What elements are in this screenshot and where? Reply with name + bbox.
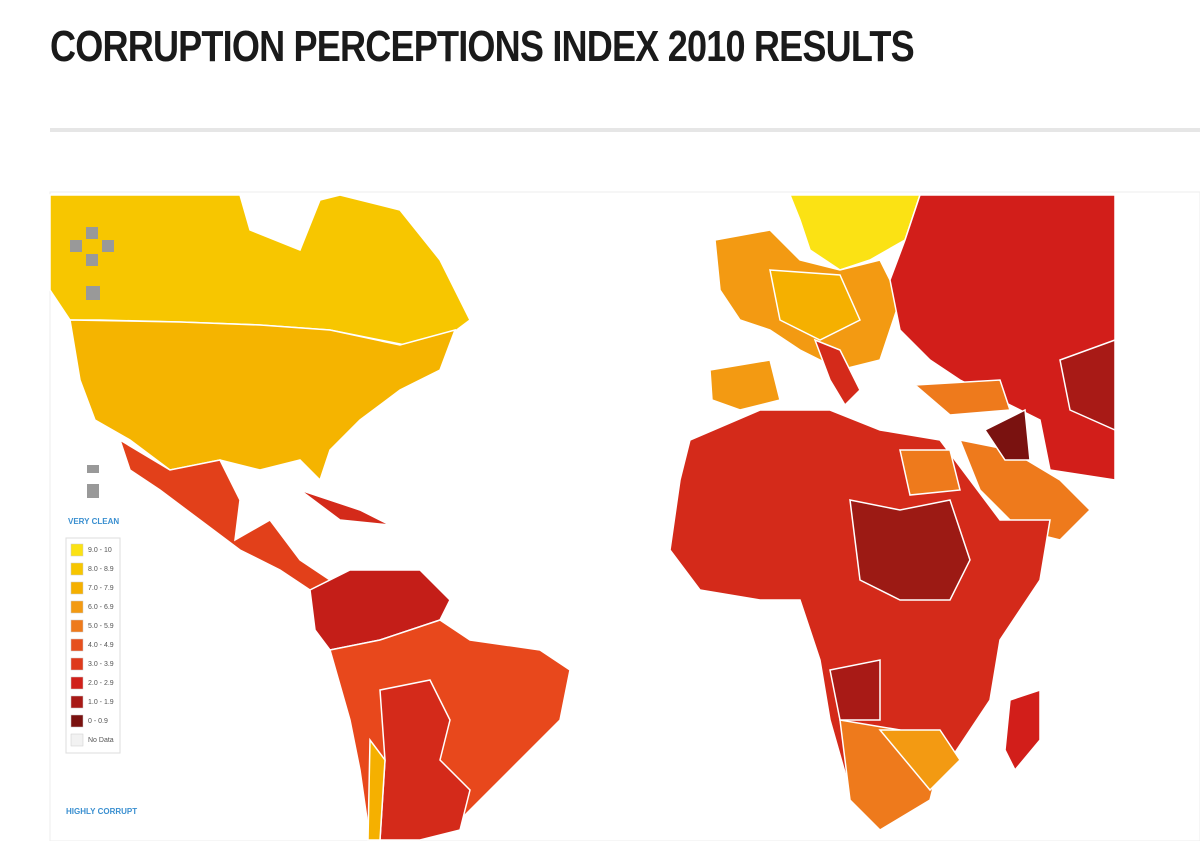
legend-swatch bbox=[70, 581, 84, 595]
legend-swatch bbox=[70, 619, 84, 633]
legend-label: 3.0 - 3.9 bbox=[88, 661, 114, 668]
pan-right[interactable] bbox=[102, 240, 114, 252]
legend-top-label: VERY CLEAN bbox=[68, 517, 119, 526]
legend-label: 4.0 - 4.9 bbox=[88, 642, 114, 649]
legend-swatch bbox=[70, 638, 84, 652]
legend-label: 9.0 - 10 bbox=[88, 547, 112, 554]
zoom-button[interactable] bbox=[86, 286, 100, 300]
legend-swatch bbox=[70, 562, 84, 576]
legend-swatch bbox=[70, 695, 84, 709]
zoom-in[interactable] bbox=[87, 465, 99, 473]
legend-label: 5.0 - 5.9 bbox=[88, 623, 114, 630]
pan-left[interactable] bbox=[70, 240, 82, 252]
zoom-out[interactable] bbox=[87, 484, 99, 498]
legend-swatch bbox=[70, 657, 84, 671]
pan-up[interactable] bbox=[86, 227, 98, 239]
legend-label: 8.0 - 8.9 bbox=[88, 566, 114, 573]
legend-label: 6.0 - 6.9 bbox=[88, 604, 114, 611]
legend-label: 7.0 - 7.9 bbox=[88, 585, 114, 592]
legend-swatch bbox=[70, 676, 84, 690]
legend: VERY CLEAN 9.0 - 10 8.0 - 8.9 7.0 - 7.9 6.0 … bbox=[65, 517, 137, 816]
legend-label: 2.0 - 2.9 bbox=[88, 680, 114, 687]
legend-swatch bbox=[70, 600, 84, 614]
divider bbox=[50, 128, 1200, 132]
legend-swatch bbox=[70, 733, 84, 747]
page-title: CORRUPTION PERCEPTIONS INDEX 2010 RESULT… bbox=[50, 22, 915, 71]
legend-label: 0 - 0.9 bbox=[88, 718, 108, 725]
legend-label: No Data bbox=[88, 737, 114, 744]
legend-bottom-label: HIGHLY CORRUPT bbox=[66, 807, 137, 816]
legend-swatch bbox=[70, 543, 84, 557]
map-controls[interactable] bbox=[70, 227, 114, 498]
legend-swatch bbox=[70, 714, 84, 728]
countries bbox=[49, 194, 1116, 841]
legend-label: 1.0 - 1.9 bbox=[88, 699, 114, 706]
pan-down[interactable] bbox=[86, 254, 98, 266]
